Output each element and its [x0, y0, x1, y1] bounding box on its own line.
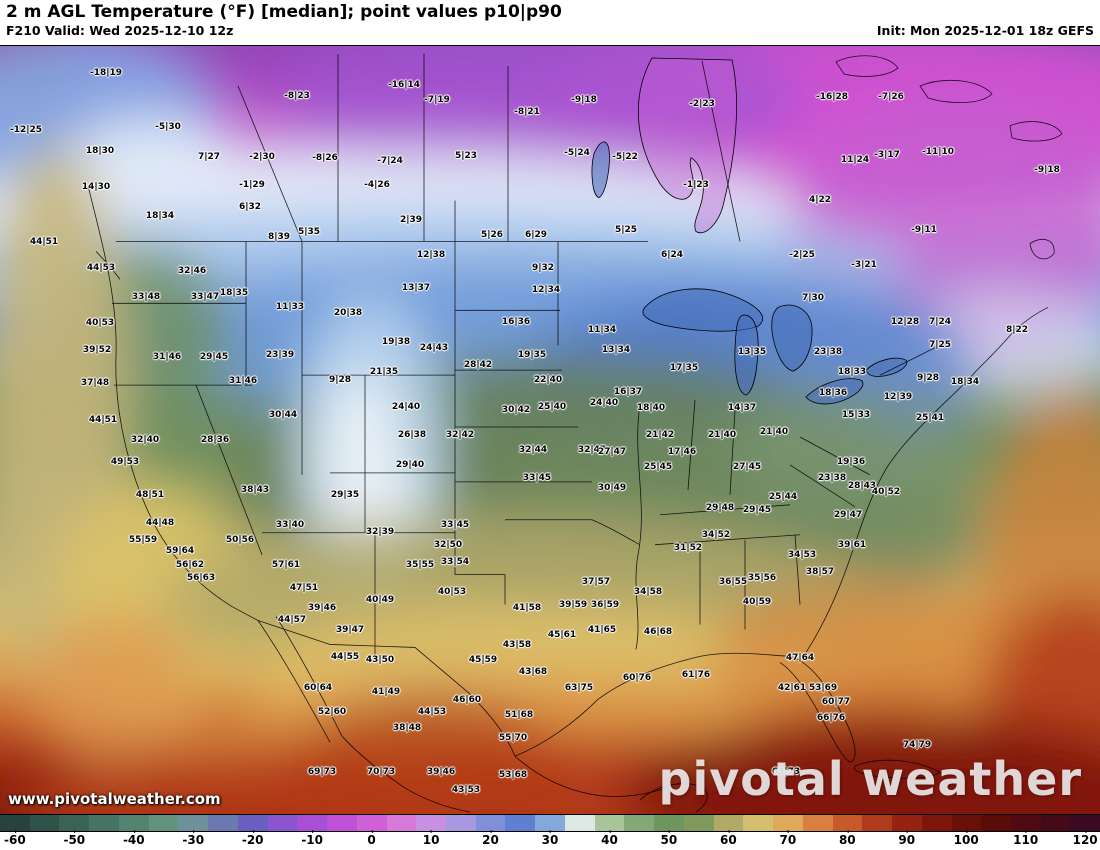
colorbar-cell: [327, 815, 357, 831]
colorbar-tick-label: -10: [301, 830, 323, 847]
colorbar-cell: [921, 815, 952, 831]
colorbar-cell: [505, 815, 536, 831]
colorbar-cell: [416, 815, 447, 831]
lake-superior: [642, 288, 764, 332]
lake-winnipeg: [591, 141, 610, 199]
colorbar-cell: [1070, 815, 1100, 831]
pivotal-weather-logo: pivotal weather: [658, 752, 1082, 806]
colorbar-cell: [356, 815, 387, 831]
colorbar-tick-label: 90: [898, 830, 916, 847]
colorbar-cell: [475, 815, 506, 831]
lake-huron: [771, 304, 813, 372]
colorbar-tick-label: -50: [63, 830, 86, 847]
colorbar-cell: [237, 815, 268, 831]
valid-time-label: F210 Valid: Wed 2025-12-10 12z: [6, 23, 234, 38]
colorbar-cell: [802, 815, 833, 831]
colorbar-tick-label: -40: [122, 830, 145, 847]
colorbar-tick-label: 50: [660, 830, 678, 847]
header: 2 m AGL Temperature (°F) [median]; point…: [0, 0, 1100, 45]
colorbar-tick-label: 0: [367, 830, 376, 847]
colorbar-tick-label: 120: [1072, 830, 1098, 847]
colorbar-cell: [713, 815, 744, 831]
colorbar-cell: [892, 815, 922, 831]
lake-ontario: [865, 357, 908, 377]
colorbar-tick-label: 40: [601, 830, 618, 847]
borders-layer: [87, 53, 1063, 813]
lakes-layer: [591, 57, 908, 405]
colorbar-tick-label: 20: [482, 830, 499, 847]
watermark: www.pivotalweather.com: [8, 790, 221, 808]
colorbar-cell: [89, 815, 119, 831]
hudson-bay: [637, 57, 737, 234]
colorbar-tick-label: -20: [241, 830, 264, 847]
page-title: 2 m AGL Temperature (°F) [median]; point…: [6, 2, 562, 22]
temperature-map: [0, 45, 1100, 815]
colorbar-cell: [624, 815, 655, 831]
colorbar-cell: [267, 815, 298, 831]
colorbar-tick-label: 80: [838, 830, 856, 847]
colorbar-tick-label: 30: [541, 830, 559, 847]
colorbar-tick-label: 70: [779, 830, 797, 847]
colorbar-cell: [386, 815, 417, 831]
colorbar-cell: [118, 815, 149, 831]
init-time-label: Init: Mon 2025-12-01 18z GEFS: [876, 23, 1094, 38]
temperature-blobs: [0, 46, 1100, 814]
colorbar-tick-label: -60: [4, 830, 26, 847]
temperature-field: [0, 46, 1100, 814]
colorbar-cell: [1040, 815, 1071, 831]
colorbar-cell: [773, 815, 803, 831]
colorbar-cell: [564, 815, 595, 831]
colorbar-cell: [951, 815, 982, 831]
colorbar-cell: [29, 815, 60, 831]
colorbar-tick-label: -30: [182, 830, 205, 847]
colorbar-cell: [594, 815, 625, 831]
colorbar-cell: [208, 815, 238, 831]
colorbar-tick-label: 60: [720, 830, 737, 847]
colorbar-strip: [0, 815, 1100, 832]
colorbar-cell: [59, 815, 90, 831]
colorbar-cell: [683, 815, 714, 831]
colorbar-ticks: -60 -50 -40 -30 -20 -10 0 10 20 30 40 50 60 70 80 90 100…: [0, 830, 1100, 849]
colorbar: -60 -50 -40 -30 -20 -10 0 10 20 30 40 50 60 70 80 90 100…: [0, 815, 1100, 850]
colorbar-cell: [981, 815, 1011, 831]
colorbar-tick-label: 100: [953, 830, 979, 847]
lake-erie: [805, 378, 864, 405]
colorbar-cell: [743, 815, 774, 831]
colorbar-tick-label: 10: [422, 830, 440, 847]
colorbar-cell: [832, 815, 863, 831]
colorbar-cell: [535, 815, 565, 831]
colorbar-tick-label: 110: [1013, 830, 1039, 847]
colorbar-cell: [297, 815, 328, 831]
lake-michigan: [734, 314, 759, 396]
colorbar-cell: [0, 815, 30, 831]
colorbar-cell: [178, 815, 209, 831]
colorbar-cell: [148, 815, 179, 831]
colorbar-cell: [1010, 815, 1041, 831]
colorbar-cell: [446, 815, 476, 831]
colorbar-cell: [654, 815, 684, 831]
colorbar-cell: [862, 815, 893, 831]
